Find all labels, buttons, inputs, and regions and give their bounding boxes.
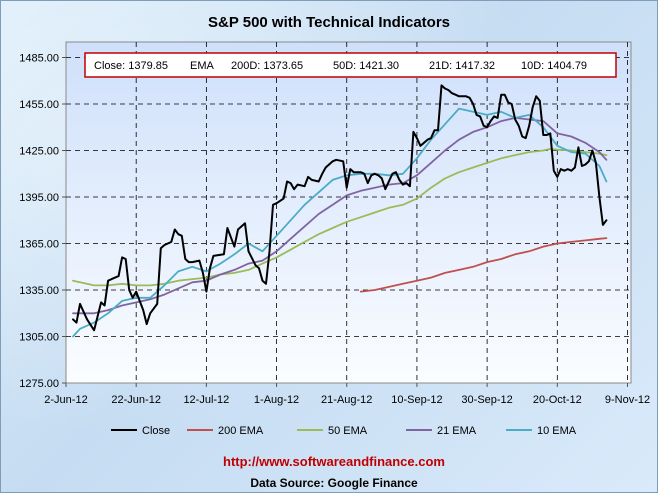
legend-label-200-ema: 200 EMA <box>218 425 264 437</box>
y-tick-label: 1455.00 <box>19 99 59 111</box>
x-axis: 2-Jun-12 22-Jun-12 12-Jul-12 1-Aug-12 21-Aug… <box>44 383 650 406</box>
ema10-value: 10D: 1404.79 <box>521 60 587 72</box>
x-tick-label: 21-Aug-12 <box>321 394 372 406</box>
indicator-box-frame <box>84 52 617 78</box>
series-layer <box>72 84 608 338</box>
x-tick-label: 2-Jun-12 <box>44 394 87 406</box>
ema50-value: 50D: 1421.30 <box>333 60 399 72</box>
legend-label-close: Close <box>142 425 170 437</box>
indicator-box: Close: 1379.85 EMA 200D: 1373.65 50D: 14… <box>84 52 617 78</box>
data-source: Data Source: Google Finance <box>250 476 418 490</box>
y-tick-label: 1275.00 <box>19 378 59 390</box>
x-tick-label: 10-Sep-12 <box>391 394 442 406</box>
y-tick-label: 1395.00 <box>19 192 59 204</box>
x-tick-label: 20-Oct-12 <box>533 394 582 406</box>
ema-label: EMA <box>190 60 215 72</box>
x-tick-label: 30-Sep-12 <box>461 394 512 406</box>
y-tick-label: 1335.00 <box>19 285 59 297</box>
x-tick-label: 9-Nov-12 <box>605 394 650 406</box>
series-line-close <box>72 84 608 332</box>
plot-area <box>65 41 632 384</box>
legend-label-10-ema: 10 EMA <box>537 425 577 437</box>
series-line-50-ema <box>72 148 608 287</box>
series-line-200-ema <box>359 237 608 293</box>
legend-label-50-ema: 50 EMA <box>328 425 368 437</box>
ema200-value: 200D: 1373.65 <box>231 60 303 72</box>
chart-title: S&P 500 with Technical Indicators <box>208 14 450 31</box>
y-axis: 1275.00 1305.00 1335.00 1365.00 1395.00 1425.… <box>19 53 66 390</box>
x-tick-label: 12-Jul-12 <box>183 394 229 406</box>
x-tick-label: 1-Aug-12 <box>254 394 299 406</box>
legend: Close 200 EMA 50 EMA 21 EMA 10 EMA <box>111 425 577 437</box>
y-tick-label: 1485.00 <box>19 53 59 65</box>
y-tick-label: 1365.00 <box>19 239 59 251</box>
close-value: Close: 1379.85 <box>94 60 168 72</box>
y-tick-label: 1425.00 <box>19 146 59 158</box>
ema21-value: 21D: 1417.32 <box>429 60 495 72</box>
x-tick-label: 22-Jun-12 <box>111 394 161 406</box>
source-url: http://www.softwareandfinance.com <box>223 454 445 469</box>
y-tick-label: 1305.00 <box>19 332 59 344</box>
legend-label-21-ema: 21 EMA <box>437 425 477 437</box>
